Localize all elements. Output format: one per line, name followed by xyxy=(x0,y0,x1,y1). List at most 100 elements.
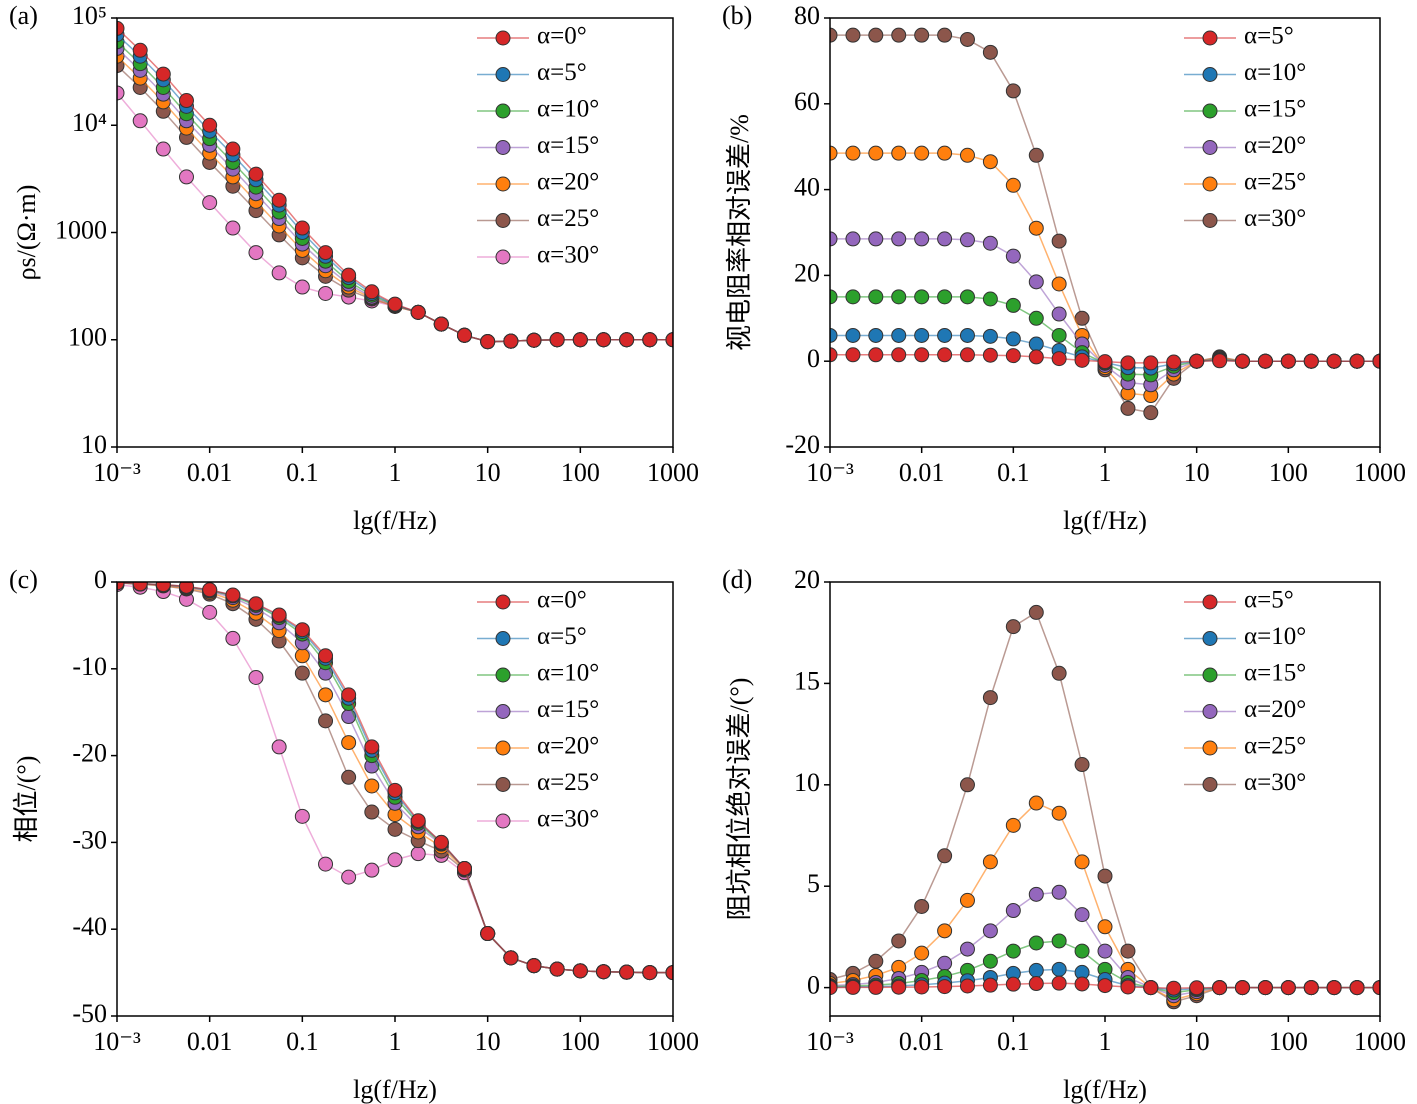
data-point xyxy=(982,347,998,363)
data-point xyxy=(830,327,838,343)
data-point xyxy=(1028,147,1044,163)
data-point xyxy=(937,289,953,305)
data-point xyxy=(1097,354,1113,370)
data-point xyxy=(982,44,998,60)
legend-marker xyxy=(495,67,511,82)
data-point xyxy=(845,145,861,161)
y-tick-label: -20 xyxy=(72,739,107,768)
data-point xyxy=(830,980,838,996)
data-point xyxy=(1051,665,1067,681)
data-point xyxy=(1097,943,1113,959)
x-tick-label: 10 xyxy=(1184,458,1210,487)
data-point xyxy=(937,979,953,995)
legend-label: α=5° xyxy=(537,623,587,650)
data-point xyxy=(1051,306,1067,322)
y-tick-label: 10⁵ xyxy=(72,1,107,30)
legend-marker xyxy=(495,176,511,192)
legend-marker xyxy=(1202,667,1218,683)
y-tick-label: -50 xyxy=(72,999,107,1028)
legend-label: α=30° xyxy=(1244,769,1306,796)
data-point xyxy=(456,860,472,876)
data-point xyxy=(155,141,171,157)
legend-label: α=20° xyxy=(537,733,599,760)
data-point xyxy=(959,347,975,363)
data-point xyxy=(341,709,357,725)
data-point xyxy=(271,265,287,281)
data-point xyxy=(868,979,884,995)
data-point xyxy=(1028,274,1044,290)
panel-label: (d) xyxy=(722,565,752,594)
data-point xyxy=(1372,980,1380,996)
data-point xyxy=(596,332,612,348)
x-tick-label: 0.01 xyxy=(899,1027,945,1056)
data-point xyxy=(914,231,930,247)
x-axis-label: lg(f/Hz) xyxy=(353,506,437,535)
data-point xyxy=(364,284,380,300)
legend-label: α=25° xyxy=(537,205,599,232)
data-point xyxy=(982,154,998,170)
data-point xyxy=(619,964,635,980)
data-point xyxy=(1074,976,1090,992)
legend-marker xyxy=(495,213,511,228)
data-point xyxy=(959,941,975,957)
y-tick-label: 100 xyxy=(68,323,107,352)
data-point xyxy=(1051,975,1067,991)
data-point xyxy=(1120,355,1136,371)
data-point xyxy=(1005,976,1021,992)
data-point xyxy=(868,231,884,247)
data-point xyxy=(1143,405,1159,421)
data-point xyxy=(1280,353,1296,369)
y-tick-label: 0 xyxy=(807,971,820,1000)
data-point xyxy=(642,332,658,348)
data-point xyxy=(845,979,861,995)
data-point xyxy=(891,979,907,995)
x-tick-label: 1 xyxy=(1099,1027,1112,1056)
data-point xyxy=(1257,980,1273,996)
data-point xyxy=(868,327,884,343)
legend-label: α=15° xyxy=(1244,96,1306,123)
data-point xyxy=(1005,248,1021,264)
data-point xyxy=(891,289,907,305)
data-point xyxy=(914,145,930,161)
data-point xyxy=(318,687,334,703)
data-point xyxy=(1372,353,1380,369)
data-point xyxy=(433,316,449,332)
y-tick-label: -20 xyxy=(785,430,820,459)
data-point xyxy=(845,27,861,43)
data-point xyxy=(117,20,125,36)
data-point xyxy=(572,332,588,348)
data-point xyxy=(1189,980,1205,996)
x-tick-label: 0.01 xyxy=(187,1027,233,1056)
data-point xyxy=(914,327,930,343)
data-point xyxy=(341,869,357,885)
data-point xyxy=(318,648,334,664)
data-point xyxy=(271,607,287,623)
plot-area xyxy=(117,582,673,981)
panel-label: (b) xyxy=(722,1,752,30)
x-tick-label: 10 xyxy=(1184,1027,1210,1056)
data-point xyxy=(891,933,907,949)
y-tick-label: -10 xyxy=(72,652,107,681)
data-point xyxy=(1074,943,1090,959)
legend-marker xyxy=(1202,213,1218,228)
data-point xyxy=(665,965,673,981)
legend-label: α=5° xyxy=(1244,587,1294,614)
data-point xyxy=(456,327,472,343)
y-tick-label: 10⁴ xyxy=(72,108,107,137)
data-point xyxy=(132,582,148,592)
data-point xyxy=(294,279,310,295)
y-tick-label: 60 xyxy=(794,87,820,116)
x-tick-label: 0.1 xyxy=(286,458,319,487)
data-point xyxy=(1051,276,1067,292)
legend-label: α=5° xyxy=(537,59,587,86)
x-tick-label: 0.01 xyxy=(187,458,233,487)
data-point xyxy=(364,862,380,878)
data-point xyxy=(410,304,426,320)
data-point xyxy=(202,582,218,598)
legend-marker xyxy=(495,813,511,829)
plot-area xyxy=(830,604,1380,1010)
data-point xyxy=(341,769,357,785)
data-point xyxy=(410,846,426,862)
data-point xyxy=(387,852,403,868)
data-point xyxy=(549,961,565,977)
